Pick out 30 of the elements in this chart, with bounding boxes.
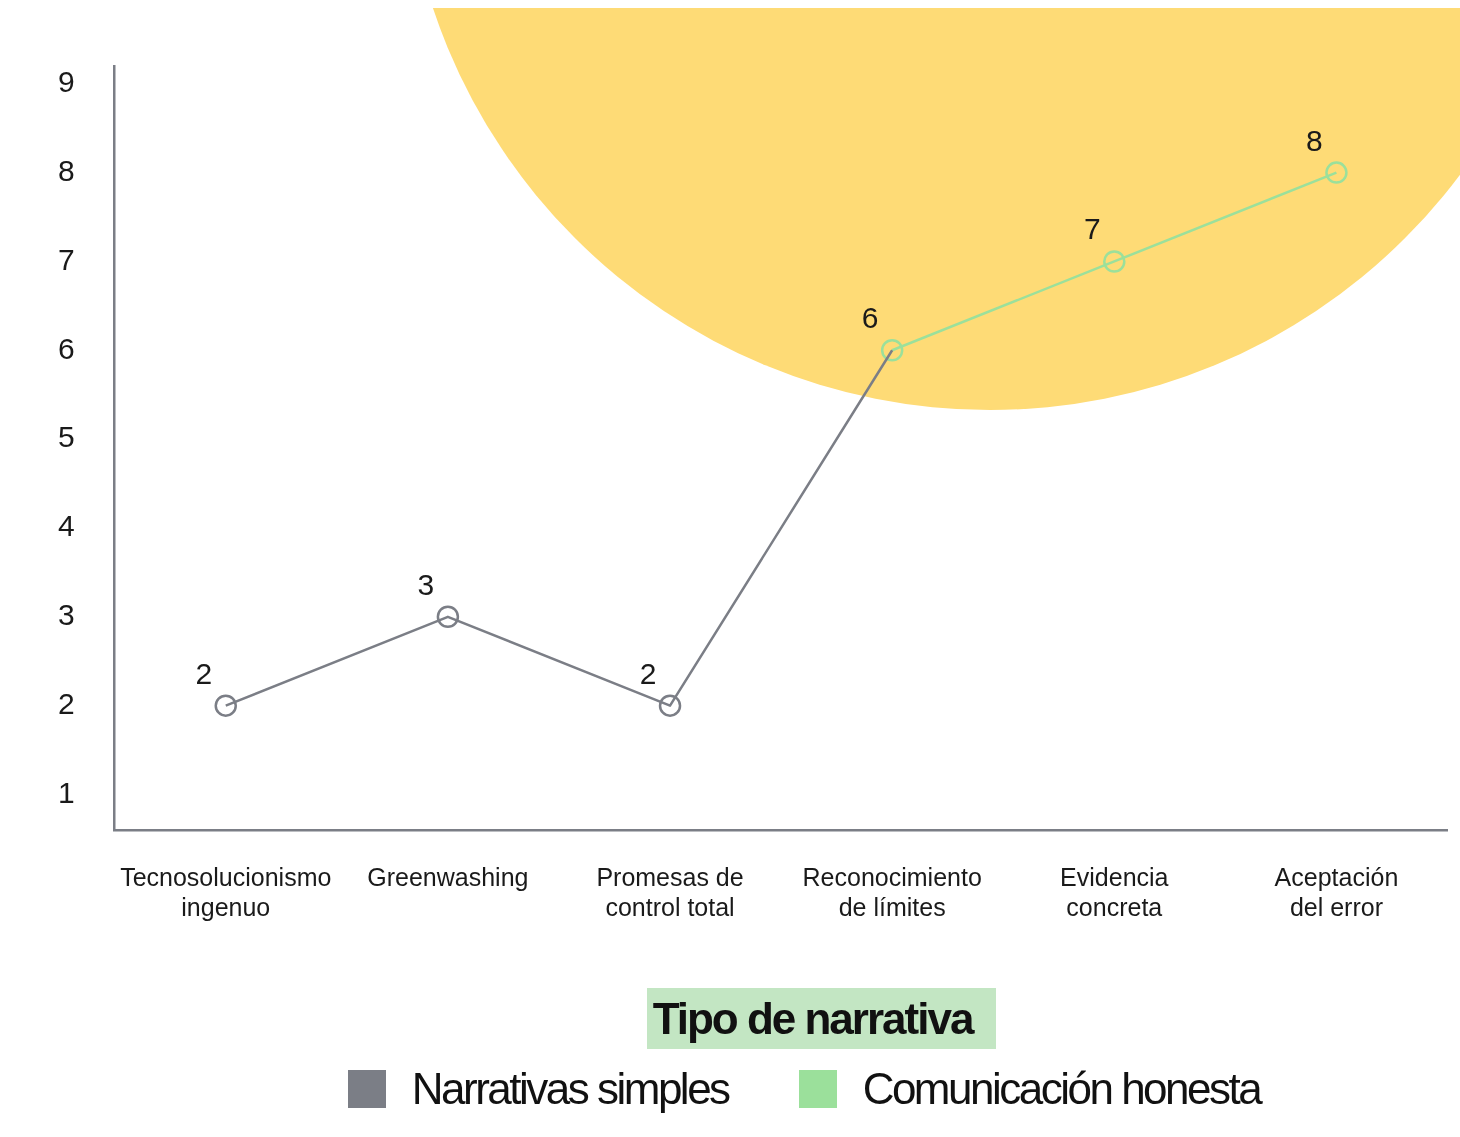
x-tick-label: Tecnosolucionismo ingenuo bbox=[120, 862, 332, 921]
y-tick-label: 5 bbox=[58, 420, 75, 454]
y-tick-label: 3 bbox=[58, 598, 75, 632]
data-label: 6 bbox=[861, 301, 879, 335]
point bbox=[658, 694, 682, 717]
x-tick-label: Aceptación del error bbox=[1274, 862, 1399, 921]
y-tick-label: 6 bbox=[58, 331, 75, 365]
x-tick-label: Reconocimiento de límites bbox=[802, 862, 982, 921]
y-tick-label: 9 bbox=[58, 65, 75, 99]
x-axis-title: Tipo de narrativa bbox=[646, 988, 997, 1049]
data-label: 7 bbox=[1083, 212, 1101, 246]
y-tick-label: 4 bbox=[58, 509, 75, 543]
point bbox=[1103, 250, 1126, 273]
legend-label: Comunicación honesta bbox=[862, 1064, 1261, 1114]
data-label: 2 bbox=[639, 656, 657, 690]
x-tick-label: Promesas de control total bbox=[596, 862, 744, 921]
data-label: 8 bbox=[1306, 123, 1323, 157]
data-label: 3 bbox=[417, 567, 435, 601]
point bbox=[880, 339, 904, 362]
x-tick-label: Greenwashing bbox=[367, 862, 529, 891]
legend-label: Narrativas simples bbox=[411, 1064, 729, 1114]
x-tick-label: Evidencia concreta bbox=[1060, 862, 1169, 921]
point bbox=[1325, 161, 1348, 184]
y-tick-label: 8 bbox=[58, 153, 75, 187]
point bbox=[214, 694, 237, 717]
data-label: 2 bbox=[195, 656, 213, 690]
y-tick-label: 1 bbox=[58, 775, 75, 809]
point bbox=[436, 605, 460, 629]
y-tick-label: 2 bbox=[58, 686, 75, 720]
y-tick-label: 7 bbox=[58, 242, 75, 276]
